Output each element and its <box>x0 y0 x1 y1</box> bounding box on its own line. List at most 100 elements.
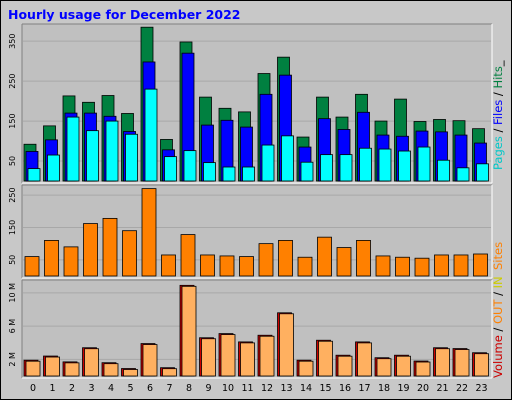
bar-out-6 <box>142 344 158 377</box>
legend-entry: / <box>491 89 505 100</box>
bar-out-2 <box>64 362 80 377</box>
bar-pages-6 <box>144 88 158 182</box>
bar-pages-2 <box>66 116 80 182</box>
bar-sites-11 <box>239 256 254 277</box>
bar-sites-16 <box>336 247 352 277</box>
x-tick-label: 17 <box>358 383 370 394</box>
legend-bottom: Volume / OUT / IN <box>491 276 505 378</box>
bar-out-23 <box>474 353 489 377</box>
bar-out-22 <box>454 349 470 377</box>
legend-entry: _ <box>491 60 505 67</box>
y-tick-label: 2 M <box>8 352 17 367</box>
legend-entry: / <box>491 288 505 299</box>
panel-hits-files-pages: 50 150 250 350 <box>8 23 493 184</box>
legend-entry: OUT <box>491 299 505 324</box>
bar-out-3 <box>84 348 99 377</box>
bar-sites-6 <box>141 188 157 277</box>
x-tick-label: 23 <box>475 383 487 394</box>
bar-out-12 <box>259 335 275 377</box>
bar-sites-20 <box>414 257 430 277</box>
x-tick-label: 4 <box>108 383 114 394</box>
legend-entry: Files <box>491 100 505 125</box>
bar-sites-22 <box>453 254 469 277</box>
bar-sites-15 <box>317 236 332 277</box>
bar-pages-14 <box>300 161 314 182</box>
bar-pages-20 <box>417 146 431 182</box>
x-tick-label: 12 <box>261 383 273 394</box>
bar-pages-7 <box>164 156 177 182</box>
bar-sites-12 <box>258 243 274 277</box>
legend-entry: Hits <box>491 66 505 88</box>
x-tick-label: 7 <box>166 383 172 394</box>
bar-out-18 <box>376 358 392 377</box>
bar-pages-13 <box>281 135 294 182</box>
bar-pages-0 <box>27 168 41 182</box>
x-tick-label: 18 <box>378 383 390 394</box>
legend-entry: / <box>491 125 505 136</box>
bar-sites-21 <box>434 254 449 277</box>
bar-pages-8 <box>183 150 197 182</box>
bar-pages-15 <box>320 154 333 182</box>
bar-pages-10 <box>222 166 236 182</box>
bar-out-17 <box>357 342 372 377</box>
x-tick-label: 6 <box>147 383 153 394</box>
bar-sites-4 <box>102 217 118 277</box>
bar-sites-14 <box>297 256 313 277</box>
bar-pages-11 <box>242 166 255 182</box>
bar-sites-19 <box>395 256 410 277</box>
x-tick-label: 22 <box>456 383 468 394</box>
bar-sites-3 <box>83 223 98 277</box>
y-tick-label: 150 <box>8 220 17 235</box>
bar-sites-7 <box>161 254 176 277</box>
panel-volume: 2 M 6 M 10 M <box>8 279 493 379</box>
bar-out-19 <box>396 355 411 377</box>
x-tick-label: 21 <box>436 383 448 394</box>
x-tick-label: 15 <box>319 383 331 394</box>
bar-sites-10 <box>219 255 235 277</box>
bar-out-8 <box>181 285 197 377</box>
legend-entry: / <box>491 324 505 335</box>
panel-sites: 50 150 250 <box>8 184 493 279</box>
bar-out-16 <box>337 355 353 377</box>
bar-out-13 <box>279 313 294 377</box>
bar-sites-17 <box>356 239 371 277</box>
y-tick-label: 50 <box>8 255 17 265</box>
bar-pages-23 <box>476 163 489 182</box>
bar-pages-22 <box>456 167 470 182</box>
bar-pages-17 <box>359 147 372 182</box>
bar-pages-1 <box>47 154 60 182</box>
legend-entry: Sites <box>491 242 505 270</box>
x-tick-label: 3 <box>88 383 94 394</box>
legend-top: Pages / Files / Hits_ <box>491 60 505 170</box>
bar-out-9 <box>201 338 216 377</box>
bar-sites-5 <box>122 230 137 277</box>
bar-sites-0 <box>24 256 40 277</box>
x-tick-label: 1 <box>49 383 55 394</box>
legend-entry: IN <box>491 276 505 288</box>
x-tick-label: 13 <box>280 383 292 394</box>
x-tick-label: 16 <box>339 383 351 394</box>
y-tick-label: 250 <box>8 187 17 202</box>
bar-out-15 <box>318 340 333 377</box>
bar-out-0 <box>25 360 41 377</box>
bar-pages-16 <box>339 154 353 182</box>
bar-sites-8 <box>180 234 196 277</box>
bar-pages-3 <box>86 130 99 182</box>
bar-out-7 <box>162 368 177 377</box>
bar-pages-5 <box>125 133 138 182</box>
bar-sites-1 <box>44 239 59 277</box>
bar-sites-13 <box>278 239 293 277</box>
bar-sites-18 <box>375 255 391 277</box>
y-tick-label: 350 <box>8 34 17 49</box>
bar-sites-9 <box>200 254 215 277</box>
x-tick-label: 2 <box>69 383 75 394</box>
bar-out-5 <box>123 369 138 377</box>
bar-sites-2 <box>63 246 79 277</box>
bar-pages-18 <box>378 148 392 182</box>
x-tick-label: 0 <box>30 383 36 394</box>
bar-pages-9 <box>203 162 216 182</box>
x-tick-label: 9 <box>205 383 211 394</box>
x-tick-label: 5 <box>127 383 133 394</box>
x-tick-label: 14 <box>300 383 312 394</box>
